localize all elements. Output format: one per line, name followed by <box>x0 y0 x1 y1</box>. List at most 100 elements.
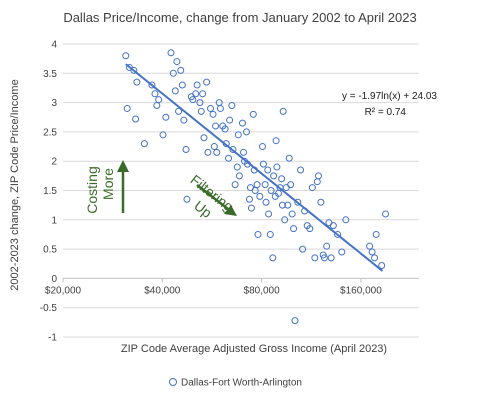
data-point <box>182 145 190 153</box>
data-point <box>273 163 281 171</box>
x-tick-label: $160,000 <box>340 285 382 296</box>
data-point <box>196 99 204 107</box>
legend-label: Dallas-Fort Worth-Arlington <box>181 378 302 389</box>
data-point <box>269 254 277 262</box>
data-point <box>281 216 289 224</box>
data-point <box>228 102 236 110</box>
data-point <box>192 90 200 98</box>
data-point <box>233 163 241 171</box>
data-point <box>378 262 386 270</box>
data-point <box>254 230 262 238</box>
data-point <box>199 90 207 98</box>
data-point <box>265 210 273 218</box>
data-point <box>209 110 217 118</box>
y-tick-label: 1.5 <box>43 186 57 197</box>
data-point <box>266 230 274 238</box>
data-point <box>180 116 188 124</box>
data-point <box>167 49 175 57</box>
data-point <box>203 78 211 86</box>
data-point <box>221 125 229 133</box>
data-point <box>235 172 243 180</box>
data-point <box>262 198 270 206</box>
data-point <box>123 104 131 112</box>
data-point <box>247 204 255 212</box>
data-point <box>243 128 251 136</box>
data-point <box>306 225 314 233</box>
data-point <box>212 122 220 130</box>
data-point <box>155 96 163 104</box>
y-tick-label: -1 <box>48 333 57 344</box>
data-point <box>200 134 208 142</box>
data-point <box>238 119 246 127</box>
data-point <box>169 69 177 77</box>
data-point <box>366 242 374 250</box>
data-points <box>122 49 390 325</box>
annotation-text: More <box>100 168 116 200</box>
data-point <box>329 222 337 230</box>
data-point <box>279 107 287 115</box>
annotation-arrow-head <box>117 160 129 172</box>
data-point <box>132 115 140 123</box>
y-tick-label: 0.5 <box>43 245 57 256</box>
data-point <box>225 154 233 162</box>
legend: Dallas-Fort Worth-Arlington <box>169 378 302 389</box>
data-point <box>323 242 331 250</box>
data-point <box>133 78 141 86</box>
data-point <box>197 107 205 115</box>
data-point <box>372 230 380 238</box>
data-point <box>342 216 350 224</box>
annotation-arrow-shaft <box>196 184 229 210</box>
data-point <box>162 113 170 121</box>
data-point <box>327 254 335 262</box>
annotation-text: Costing <box>84 166 100 213</box>
data-point <box>151 90 159 98</box>
data-point <box>259 160 267 168</box>
data-point <box>216 104 224 112</box>
data-point <box>259 143 266 151</box>
y-tick-label: -0.5 <box>40 303 58 314</box>
data-point <box>256 192 264 200</box>
data-point <box>297 166 305 174</box>
gridlines <box>63 43 419 338</box>
y-tick-label: 3.5 <box>43 69 57 80</box>
data-point <box>278 201 286 209</box>
data-point <box>270 172 278 180</box>
trendline-group <box>125 63 384 272</box>
x-axis-title: ZIP Code Average Adjusted Gross Income (… <box>121 343 387 355</box>
chart-title: Dallas Price/Income, change from January… <box>63 10 416 25</box>
data-point <box>311 254 319 262</box>
data-point <box>264 166 272 174</box>
data-point <box>320 254 328 262</box>
x-tick-label: $20,000 <box>45 285 82 296</box>
data-point <box>368 248 376 256</box>
y-tick-label: 2.5 <box>43 127 57 138</box>
data-point <box>213 148 221 156</box>
data-point <box>210 143 218 151</box>
data-point <box>315 172 322 180</box>
data-point <box>288 210 296 218</box>
data-point <box>284 201 292 209</box>
x-tick-label: $40,000 <box>144 285 181 296</box>
data-point <box>317 198 325 206</box>
trendline-equation: y = -1.97ln(x) + 24.03 <box>342 91 437 102</box>
y-tick-label: 2 <box>51 157 57 168</box>
data-point <box>291 317 299 325</box>
annotation-costing-more: Costing More <box>84 160 129 214</box>
legend-marker <box>169 378 177 386</box>
data-point <box>193 81 201 89</box>
trendline-r-squared: R² = 0.74 <box>365 107 407 118</box>
y-tick-label: 3 <box>51 98 57 109</box>
data-point <box>240 148 247 156</box>
data-point <box>140 140 148 148</box>
data-point <box>278 175 286 183</box>
y-tick-label: 1 <box>51 215 57 226</box>
data-point <box>334 230 342 238</box>
data-point <box>226 116 234 124</box>
data-point <box>234 131 242 139</box>
x-tick-label: $80,000 <box>244 285 281 296</box>
trendline <box>125 63 384 272</box>
data-point <box>204 148 212 156</box>
